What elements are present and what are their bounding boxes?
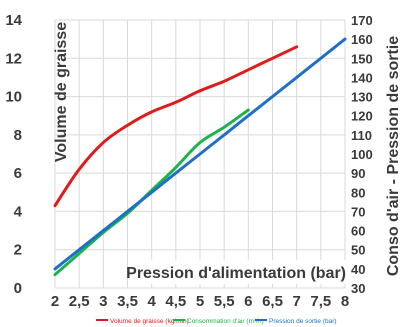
x-tick-label: 4,5 — [165, 293, 186, 310]
y2-tick-label: 150 — [351, 51, 373, 66]
legend-label: Consommation d'air (m³/h) — [187, 318, 264, 325]
y2-tick-label: 90 — [351, 166, 365, 181]
y-tick-label: 12 — [5, 50, 22, 67]
x-tick-label: 5,5 — [214, 293, 235, 310]
y2-tick-label: 120 — [351, 109, 373, 124]
x-tick-label: 8 — [341, 293, 349, 310]
y2-axis-title: Conso d'air - Pression de sortie — [385, 36, 402, 276]
y-tick-label: 8 — [14, 127, 22, 144]
y2-tick-label: 110 — [351, 128, 372, 143]
y2-tick-label: 160 — [351, 32, 373, 47]
y2-tick-label: 140 — [351, 70, 373, 85]
legend: Volume de graisse (kg/min)Consommation d… — [96, 318, 337, 325]
left-axis-ticks: 0 2 4 6 8 10 12 14 — [5, 12, 22, 297]
y-tick-label: 10 — [5, 89, 22, 106]
x-axis-title-background — [138, 260, 350, 284]
legend-label: Volume de graisse (kg/min) — [110, 318, 189, 325]
x-tick-label: 6 — [244, 293, 252, 310]
x-tick-label: 5 — [196, 293, 204, 310]
y2-tick-label: 80 — [351, 185, 365, 200]
y-tick-label: 4 — [14, 203, 23, 220]
x-axis-ticks: 2 2,5 3 3,5 4 4,5 5 5,5 6 6,5 7 7,5 8 — [51, 293, 349, 310]
y-tick-label: 0 — [14, 280, 22, 297]
x-axis-title: Pression d'alimentation (bar) — [126, 265, 346, 282]
x-tick-label: 3 — [99, 293, 107, 310]
y2-tick-label: 130 — [351, 90, 373, 105]
y-axis-title: Volume de graisse — [53, 22, 70, 162]
right-axis-ticks: 30 40 50 60 70 80 90 100 110 120 130 140 150 160 170 — [351, 13, 373, 296]
y2-tick-label: 170 — [351, 13, 373, 28]
y-tick-label: 2 — [14, 242, 22, 259]
y-tick-label: 6 — [14, 165, 22, 182]
x-tick-label: 2,5 — [69, 293, 90, 310]
x-tick-label: 7,5 — [310, 293, 331, 310]
series-lines — [53, 37, 347, 277]
series-line — [53, 37, 347, 271]
y2-tick-label: 70 — [351, 204, 365, 219]
y2-tick-label: 40 — [351, 262, 365, 277]
x-tick-label: 4 — [147, 293, 156, 310]
x-tick-label: 6,5 — [262, 293, 283, 310]
x-tick-label: 7 — [292, 293, 300, 310]
y2-tick-label: 50 — [351, 243, 365, 258]
y2-tick-label: 100 — [351, 147, 373, 162]
y-tick-label: 14 — [5, 12, 22, 29]
x-tick-label: 3,5 — [117, 293, 138, 310]
legend-label: Pression de sortie (bar) — [269, 318, 337, 325]
y2-tick-label: 30 — [351, 281, 365, 296]
y2-tick-label: 60 — [351, 224, 365, 239]
grid — [54, 19, 346, 289]
x-tick-label: 2 — [51, 293, 59, 310]
series-line — [53, 45, 299, 208]
